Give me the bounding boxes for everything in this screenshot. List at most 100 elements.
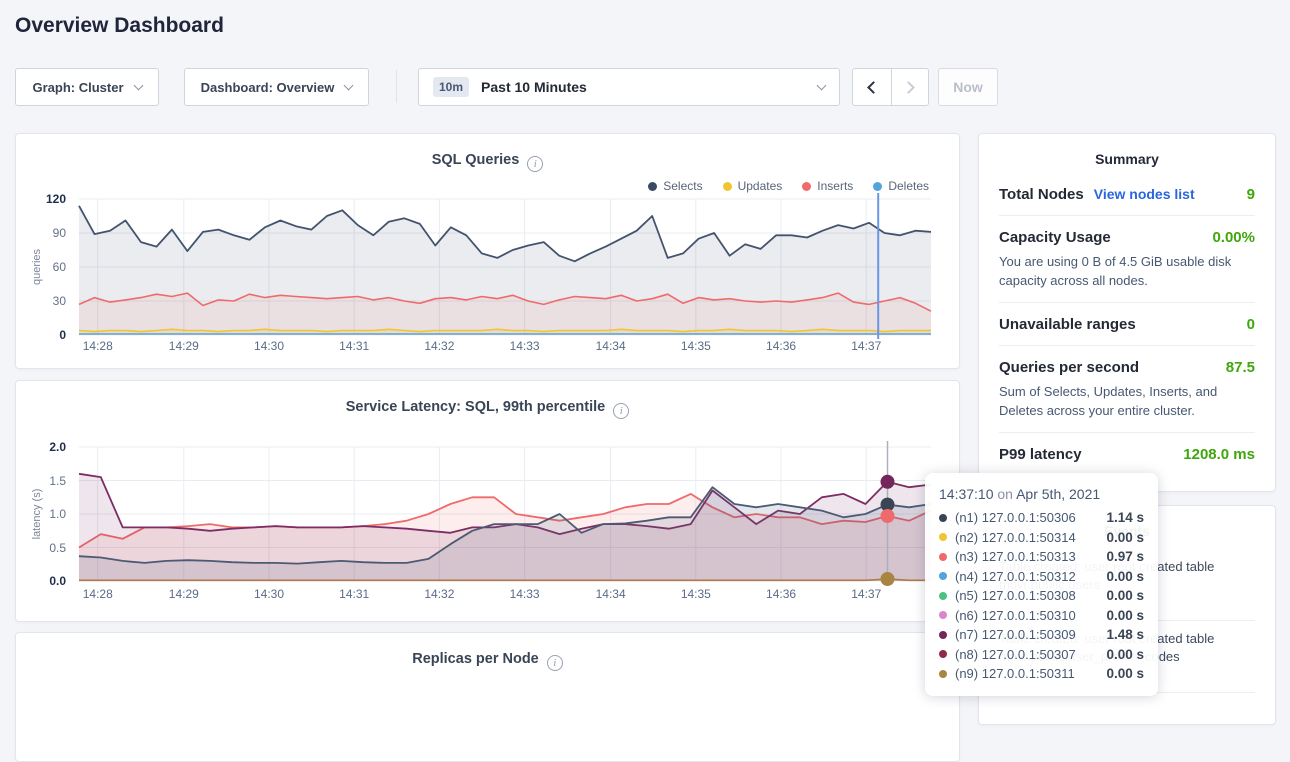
legend-item[interactable]: Updates <box>723 179 783 193</box>
sql-queries-plot[interactable] <box>79 199 931 335</box>
page-title: Overview Dashboard <box>15 14 224 38</box>
tooltip-row: (n1) 127.0.0.1:50306 1.14 s <box>939 508 1144 528</box>
chart-title: Service Latency: SQL, 99th percentilei <box>16 399 959 419</box>
p99-latency-label: P99 latency <box>999 446 1082 463</box>
service-latency-card: Service Latency: SQL, 99th percentilei l… <box>15 380 960 622</box>
total-nodes-value: 9 <box>1247 186 1255 203</box>
replicas-per-node-card: Replicas per Nodei <box>15 632 960 762</box>
node-latency-value: 0.00 s <box>1106 569 1144 584</box>
x-tick-label: 14:34 <box>596 587 626 601</box>
time-range-picker[interactable]: 10m Past 10 Minutes <box>418 68 840 106</box>
unavailable-ranges-label: Unavailable ranges <box>999 316 1136 333</box>
x-tick-label: 14:37 <box>851 587 881 601</box>
node-latency-value: 0.00 s <box>1106 608 1144 623</box>
x-tick-label: 14:28 <box>83 339 113 353</box>
capacity-description: You are using 0 B of 4.5 GiB usable disk… <box>999 252 1255 290</box>
y-tick-label: 1.5 <box>49 474 66 488</box>
node-latency-value: 0.00 s <box>1106 530 1144 545</box>
graph-scope-dropdown[interactable]: Graph: Cluster <box>15 68 159 106</box>
y-tick-label: 90 <box>53 226 66 240</box>
service-latency-plot[interactable] <box>79 447 931 581</box>
x-tick-label: 14:32 <box>424 339 454 353</box>
legend-dot <box>723 182 732 191</box>
x-tick-label: 14:32 <box>424 587 454 601</box>
node-address: (n6) 127.0.0.1:50310 <box>955 608 1076 623</box>
x-tick-label: 14:29 <box>169 587 199 601</box>
sql-queries-card: SQL Queriesi Selects Updates Inserts Del… <box>15 133 960 369</box>
chevron-down-icon <box>817 80 827 90</box>
total-nodes-label: Total Nodes <box>999 186 1084 203</box>
node-latency-value: 1.48 s <box>1106 627 1144 642</box>
legend-dot <box>648 182 657 191</box>
chevron-down-icon <box>344 80 354 90</box>
tooltip-row: (n8) 127.0.0.1:50307 0.00 s <box>939 645 1144 665</box>
legend-item[interactable]: Selects <box>648 179 702 193</box>
summary-qps: Queries per second 87.5 Sum of Selects, … <box>999 346 1255 433</box>
node-address: (n5) 127.0.0.1:50308 <box>955 588 1076 603</box>
x-tick-label: 14:34 <box>596 339 626 353</box>
legend-item[interactable]: Inserts <box>802 179 853 193</box>
tooltip-row: (n9) 127.0.0.1:50311 0.00 s <box>939 664 1144 684</box>
node-address: (n4) 127.0.0.1:50312 <box>955 569 1076 584</box>
tooltip-row: (n7) 127.0.0.1:50309 1.48 s <box>939 625 1144 645</box>
y-tick-label: 2.0 <box>49 440 66 454</box>
x-axis-ticks: 14:2814:2914:3014:3114:3214:3314:3414:35… <box>79 339 931 355</box>
y-tick-label: 30 <box>53 294 66 308</box>
legend-dot <box>873 182 882 191</box>
series-dot <box>939 553 947 561</box>
dashboard-label: Dashboard: Overview <box>201 80 335 95</box>
y-tick-label: 0.0 <box>49 574 66 588</box>
series-dot <box>939 631 947 639</box>
capacity-value: 0.00% <box>1212 229 1255 246</box>
node-latency-value: 1.14 s <box>1106 510 1144 525</box>
x-tick-label: 14:36 <box>766 339 796 353</box>
x-tick-label: 14:35 <box>681 587 711 601</box>
chevron-right-icon <box>902 81 915 94</box>
qps-description: Sum of Selects, Updates, Inserts, and De… <box>999 382 1255 420</box>
x-tick-label: 14:29 <box>169 339 199 353</box>
chevron-down-icon <box>133 80 143 90</box>
dashboard-dropdown[interactable]: Dashboard: Overview <box>184 68 369 106</box>
qps-label: Queries per second <box>999 359 1139 376</box>
summary-unavailable-ranges: Unavailable ranges 0 <box>999 303 1255 346</box>
legend-label: Updates <box>738 179 783 193</box>
series-dot <box>939 572 947 580</box>
y-tick-label: 0 <box>59 328 66 342</box>
time-next-button[interactable] <box>891 69 929 105</box>
node-address: (n3) 127.0.0.1:50313 <box>955 549 1076 564</box>
legend-item[interactable]: Deletes <box>873 179 929 193</box>
x-tick-label: 14:30 <box>254 339 284 353</box>
node-latency-value: 0.00 s <box>1106 666 1144 681</box>
graph-scope-label: Graph: Cluster <box>32 80 123 95</box>
info-icon[interactable]: i <box>547 655 563 671</box>
x-axis-ticks: 14:2814:2914:3014:3114:3214:3314:3414:35… <box>79 587 931 603</box>
x-tick-label: 14:28 <box>83 587 113 601</box>
summary-panel: Summary Total Nodes View nodes list 9 Ca… <box>978 133 1276 492</box>
info-icon[interactable]: i <box>527 156 543 172</box>
x-tick-label: 14:31 <box>339 587 369 601</box>
y-tick-label: 60 <box>53 260 66 274</box>
series-dot <box>939 514 947 522</box>
x-tick-label: 14:35 <box>681 339 711 353</box>
time-range-label: Past 10 Minutes <box>481 79 587 95</box>
chevron-left-icon <box>867 81 880 94</box>
y-axis-ticks: 0306090120 <box>16 199 73 335</box>
series-dot <box>939 611 947 619</box>
now-button[interactable]: Now <box>938 68 998 106</box>
node-latency-value: 0.00 s <box>1106 588 1144 603</box>
info-icon[interactable]: i <box>613 403 629 419</box>
y-tick-label: 0.5 <box>49 541 66 555</box>
y-tick-label: 120 <box>46 192 66 206</box>
node-address: (n2) 127.0.0.1:50314 <box>955 530 1076 545</box>
chart-hover-tooltip: 14:37:10 on Apr 5th, 2021 (n1) 127.0.0.1… <box>925 473 1158 696</box>
view-nodes-list-link[interactable]: View nodes list <box>1094 186 1195 202</box>
unavailable-ranges-value: 0 <box>1247 316 1255 333</box>
series-dot <box>939 650 947 658</box>
qps-value: 87.5 <box>1226 359 1255 376</box>
node-latency-value: 0.00 s <box>1106 647 1144 662</box>
x-tick-label: 14:30 <box>254 587 284 601</box>
series-dot <box>939 533 947 541</box>
x-tick-label: 14:33 <box>510 339 540 353</box>
time-prev-button[interactable] <box>853 69 891 105</box>
x-tick-label: 14:36 <box>766 587 796 601</box>
